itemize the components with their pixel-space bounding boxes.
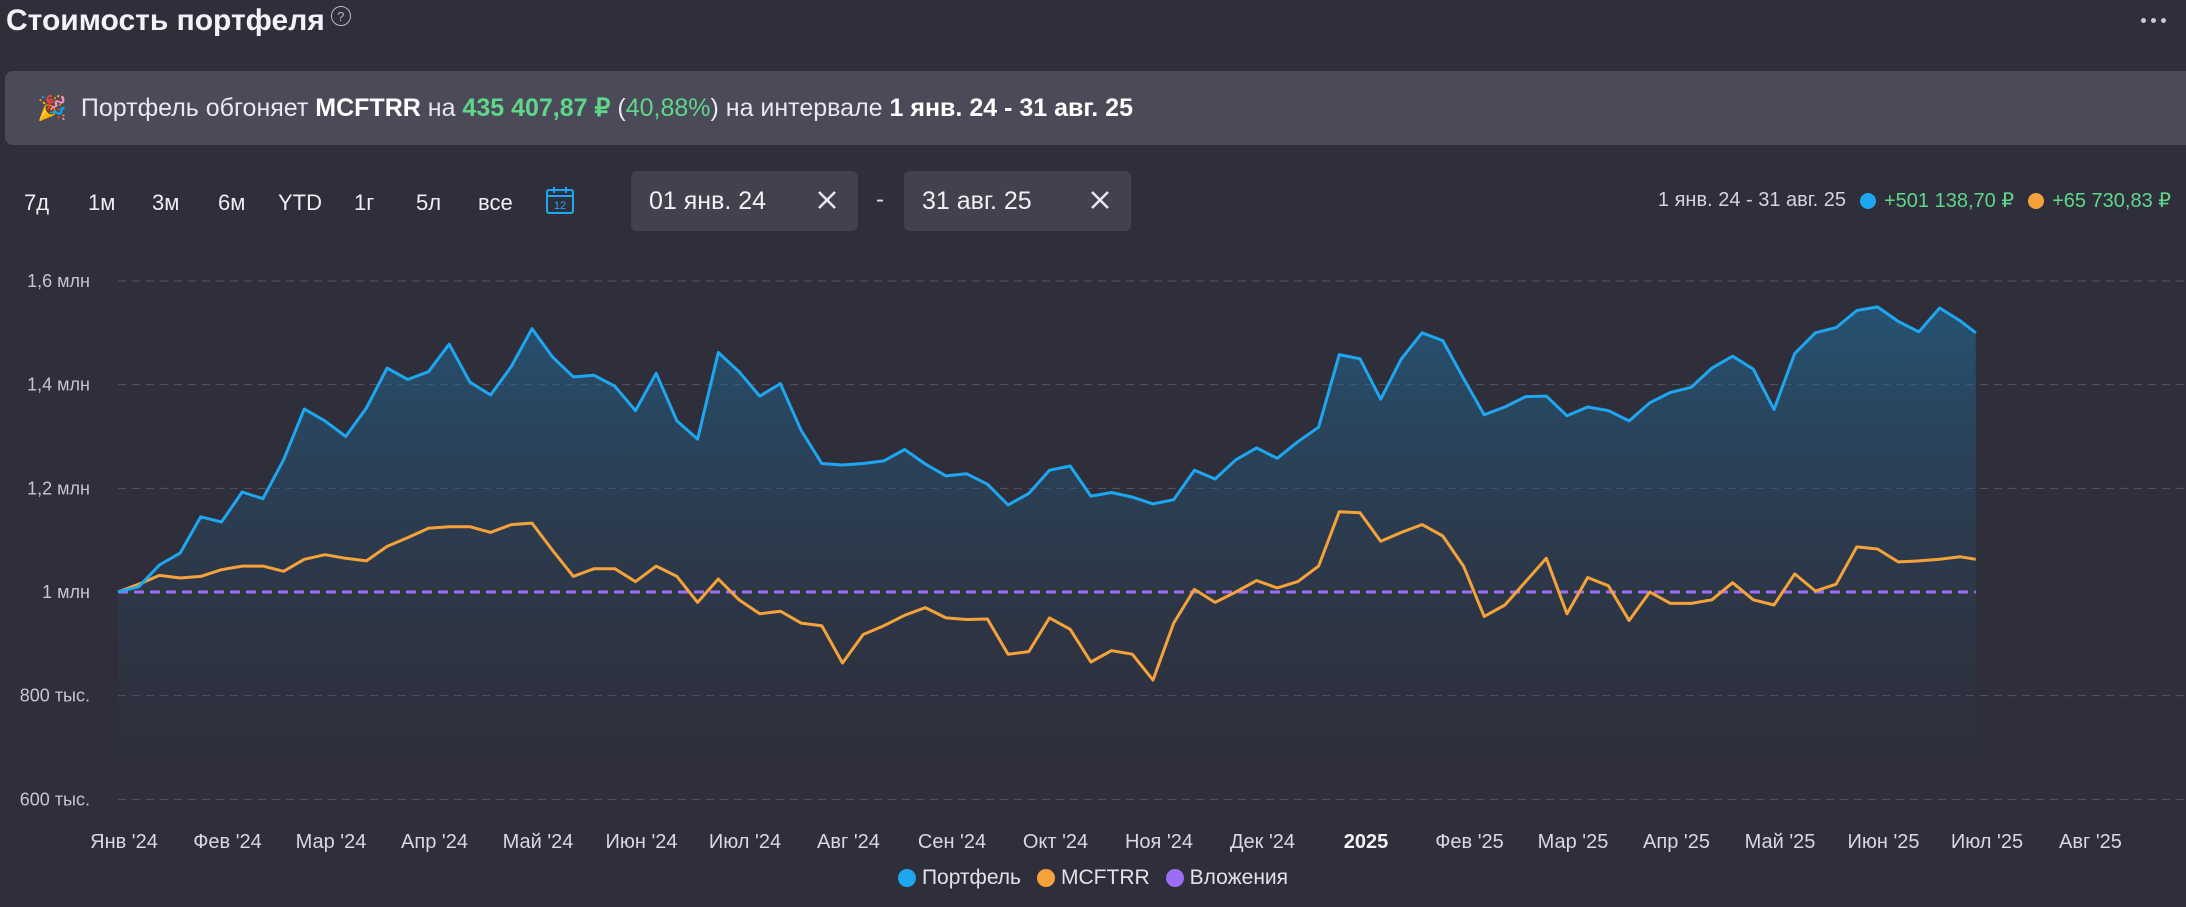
legend-item-investments[interactable]: Вложения	[1165, 866, 1289, 890]
calendar-icon[interactable]: 12	[545, 185, 575, 215]
x-tick-label-15: Апр '25	[1643, 831, 1710, 853]
x-tick-label-7: Авг '24	[817, 831, 880, 853]
comparison-banner: 🎉 Портфель обгоняет MCFTRR на 435 407,87…	[5, 71, 2186, 145]
period-ytd[interactable]: YTD	[278, 190, 322, 215]
x-tick-label-17: Июн '25	[1847, 831, 1919, 853]
clear-to-icon[interactable]	[1087, 187, 1113, 213]
banner-text-1: Портфель обгоняет	[80, 93, 316, 122]
legend-investments-label: Вложения	[1189, 866, 1289, 889]
date-to-value: 31 авг. 25	[922, 186, 1032, 215]
legend-benchmark-label: MCFTRR	[1061, 866, 1150, 889]
y-tick-label-2: 1,2 млн	[27, 478, 90, 498]
period-1m[interactable]: 1м	[88, 190, 116, 215]
y-tick-label-3: 1 млн	[42, 582, 90, 602]
y-tick-label-5: 600 тыс.	[20, 789, 90, 809]
banner-percent: 40,88%	[625, 93, 711, 122]
x-tick-label-0: Янв '24	[90, 831, 158, 853]
title-text: Стоимость портфеля	[6, 4, 325, 37]
x-tick-label-1: Фев '24	[193, 831, 262, 853]
x-tick-label-14: Мар '25	[1538, 831, 1609, 853]
x-tick-label-2: Мар '24	[296, 831, 367, 853]
x-tick-label-12: 2025	[1344, 831, 1389, 853]
date-from-value: 01 янв. 24	[649, 186, 767, 215]
legend-investments-dot-icon	[1165, 869, 1184, 887]
x-tick-label-13: Фев '25	[1435, 831, 1504, 853]
banner-interval: 1 янв. 24 - 31 авг. 25	[889, 93, 1133, 122]
summary-benchmark-change: +65 730,83 ₽	[2052, 190, 2171, 212]
period-1y[interactable]: 1г	[354, 190, 375, 215]
series-line-1[interactable]	[117, 510, 1977, 682]
banner-paren-close: )	[710, 93, 719, 122]
summary-portfolio-change: +501 138,70 ₽	[1884, 190, 2015, 212]
series-area-portfolio	[118, 306, 1976, 810]
benchmark-dot-icon	[2028, 192, 2045, 209]
legend-portfolio-label: Портфель	[921, 866, 1022, 889]
x-tick-label-8: Сен '24	[918, 831, 986, 853]
date-separator: -	[876, 186, 884, 213]
y-tick-label-1: 1,4 млн	[27, 375, 90, 395]
portfolio-dot-icon	[1860, 192, 1876, 209]
period-6m[interactable]: 6м	[218, 190, 246, 215]
calendar-day: 12	[554, 200, 566, 212]
clear-from-icon[interactable]	[814, 187, 840, 213]
date-from-field[interactable]: 01 янв. 24	[631, 171, 858, 231]
x-tick-label-4: Май '24	[503, 831, 574, 853]
x-tick-label-9: Окт '24	[1023, 831, 1088, 853]
banner-paren-open: (	[610, 93, 626, 122]
chart-legend: Портфель MCFTRR Вложения	[0, 866, 2186, 890]
legend-item-benchmark[interactable]: MCFTRR	[1037, 866, 1150, 890]
banner-text-3: на интервале	[718, 93, 890, 122]
x-tick-label-16: Май '25	[1745, 831, 1816, 853]
question-circle-icon[interactable]: ?	[330, 6, 351, 26]
party-icon: 🎉	[37, 94, 67, 122]
x-tick-label-6: Июл '24	[709, 831, 781, 853]
y-tick-label-4: 800 тыс.	[20, 686, 90, 706]
page-title: Стоимость портфеля ?	[6, 4, 351, 38]
banner-text-2: на	[420, 93, 463, 122]
series-line-0[interactable]	[117, 305, 1977, 594]
summary-interval: 1 янв. 24 - 31 авг. 25	[1657, 189, 1846, 211]
x-tick-label-5: Июн '24	[605, 831, 677, 853]
x-tick-label-10: Ноя '24	[1125, 831, 1193, 853]
legend-benchmark-dot-icon	[1037, 869, 1056, 887]
legend-portfolio-dot-icon	[897, 869, 916, 887]
period-summary: 1 янв. 24 - 31 авг. 25 +501 138,70 ₽ +65…	[1658, 188, 2171, 213]
x-tick-label-11: Дек '24	[1230, 831, 1295, 853]
more-dots-icon[interactable]	[2141, 18, 2166, 23]
x-tick-label-19: Авг '25	[2059, 831, 2122, 853]
banner-benchmark: MCFTRR	[315, 93, 421, 122]
period-3m[interactable]: 3м	[152, 190, 180, 215]
x-tick-label-18: Июл '25	[1951, 831, 2023, 853]
y-tick-label-0: 1,6 млн	[27, 271, 90, 291]
period-all[interactable]: все	[478, 190, 513, 215]
x-tick-label-3: Апр '24	[401, 831, 468, 853]
portfolio-chart[interactable]: 1,6 млн 1,4 млн 1,2 млн 1 млн 800 тыс. 600 ты…	[0, 250, 2186, 855]
banner-amount: 435 407,87 ₽	[462, 94, 611, 122]
legend-item-portfolio[interactable]: Портфель	[897, 866, 1022, 890]
period-7d[interactable]: 7д	[24, 190, 50, 215]
period-5y[interactable]: 5л	[416, 190, 442, 215]
date-to-field[interactable]: 31 авг. 25	[904, 171, 1131, 231]
